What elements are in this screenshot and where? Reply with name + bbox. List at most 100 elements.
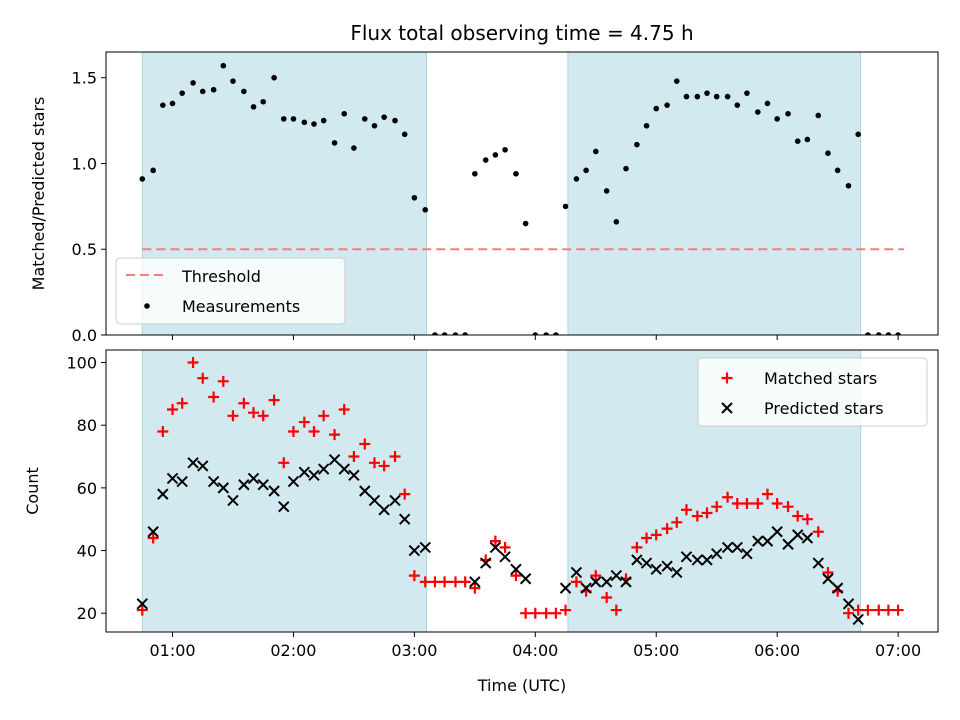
observing-interval-band xyxy=(567,52,861,335)
predicted-star-point xyxy=(801,532,814,544)
matched-star-point xyxy=(208,391,220,403)
matched-star-point xyxy=(822,566,834,578)
measurement-point xyxy=(179,90,185,96)
measurement-point xyxy=(392,117,398,124)
predicted-star-point xyxy=(671,566,683,579)
predicted-star-point xyxy=(398,513,411,525)
matched-star-point xyxy=(278,457,290,469)
matched-star-point xyxy=(680,504,692,516)
predicted-star-point xyxy=(278,500,290,513)
predicted-star-point xyxy=(620,576,632,588)
predicted-star-point xyxy=(136,598,148,610)
predicted-star-point xyxy=(217,482,230,494)
measurement-point xyxy=(351,145,357,151)
measurement-point xyxy=(241,88,247,95)
predicted-star-point xyxy=(580,582,592,594)
y-axis-label: Count xyxy=(23,467,42,515)
predicted-star-point xyxy=(590,576,602,588)
matched-star-point xyxy=(136,604,148,616)
matched-star-point xyxy=(308,425,320,437)
plot-area xyxy=(139,62,905,335)
measurement-point xyxy=(341,110,348,117)
x-tick-label: 05:00 xyxy=(633,641,679,660)
x-tick-label: 07:00 xyxy=(875,641,921,660)
measurement-point xyxy=(683,93,690,100)
measurement-point xyxy=(694,93,701,100)
series-measurements xyxy=(139,62,901,335)
predicted-star-point xyxy=(338,463,350,475)
matched-star-point xyxy=(408,570,420,582)
y-tick-label: 1.0 xyxy=(72,154,97,173)
matched-star-point xyxy=(752,498,764,510)
predicted-star-point xyxy=(227,494,239,507)
matched-star-point xyxy=(257,410,269,422)
matched-star-point xyxy=(892,604,904,616)
measurement-point xyxy=(199,88,206,95)
predicted-star-point xyxy=(731,541,743,554)
measurement-point xyxy=(834,167,841,174)
matched-star-point xyxy=(631,541,643,553)
predicted-star-point xyxy=(328,453,341,466)
measurement-point xyxy=(785,110,791,117)
matched-star-point xyxy=(510,570,522,582)
matched-star-point xyxy=(812,526,824,538)
predicted-star-point xyxy=(852,613,864,626)
matched-star-point xyxy=(167,404,179,416)
matched-star-point xyxy=(489,535,501,547)
legend-predicted-label: Predicted stars xyxy=(764,399,884,418)
predicted-star-point xyxy=(469,576,481,588)
predicted-star-point xyxy=(298,466,311,478)
matched-star-point xyxy=(287,425,299,437)
matched-star-point xyxy=(187,357,199,369)
measurement-point xyxy=(290,116,297,122)
measurement-point xyxy=(271,74,277,81)
matched-star-point xyxy=(550,607,562,619)
predicted-star-point xyxy=(499,551,511,563)
predicted-star-point xyxy=(480,557,492,569)
matched-star-point xyxy=(227,410,239,422)
measurement-point xyxy=(603,188,610,194)
predicted-star-point xyxy=(348,469,360,482)
measurement-point xyxy=(150,167,156,174)
matched-star-point xyxy=(641,532,653,544)
predicted-star-point xyxy=(176,475,188,488)
x-tick-label: 02:00 xyxy=(270,641,316,660)
measurement-point xyxy=(764,100,771,107)
measurement-point xyxy=(804,136,811,143)
predicted-star-point xyxy=(831,582,844,594)
matched-star-point xyxy=(248,407,260,419)
predicted-star-point xyxy=(650,563,662,576)
matched-star-point xyxy=(862,604,874,616)
predicted-star-point xyxy=(631,554,643,566)
matched-star-point xyxy=(843,607,855,619)
matched-star-point xyxy=(348,451,360,463)
measurement-point xyxy=(230,78,236,84)
predicted-star-point xyxy=(187,457,199,469)
predicted-star-point xyxy=(247,472,260,485)
observing-interval-band xyxy=(142,350,427,632)
predicted-star-point xyxy=(519,573,532,585)
predicted-star-point xyxy=(287,475,300,488)
x-tick-label: 01:00 xyxy=(149,641,195,660)
matched-star-point xyxy=(792,510,804,522)
predicted-star-point xyxy=(701,554,713,566)
matched-star-point xyxy=(610,604,622,616)
matched-star-point xyxy=(570,576,582,588)
measurement-point xyxy=(452,332,459,335)
measurement-point xyxy=(724,93,731,100)
matched-star-point xyxy=(650,529,662,541)
predicted-star-point xyxy=(510,563,522,576)
legend-measurements-label: Measurements xyxy=(182,297,300,316)
predicted-star-point xyxy=(610,569,623,582)
predicted-star-point xyxy=(741,547,753,560)
matched-star-point xyxy=(318,410,330,422)
matched-star-point xyxy=(801,513,813,525)
measurement-point xyxy=(704,90,710,96)
y-tick-label: 20 xyxy=(77,604,97,623)
predicted-star-point xyxy=(419,541,431,554)
measurement-point xyxy=(865,332,871,335)
matched-star-point xyxy=(873,604,885,616)
predicted-star-point xyxy=(238,479,250,491)
measurement-point xyxy=(592,148,599,155)
